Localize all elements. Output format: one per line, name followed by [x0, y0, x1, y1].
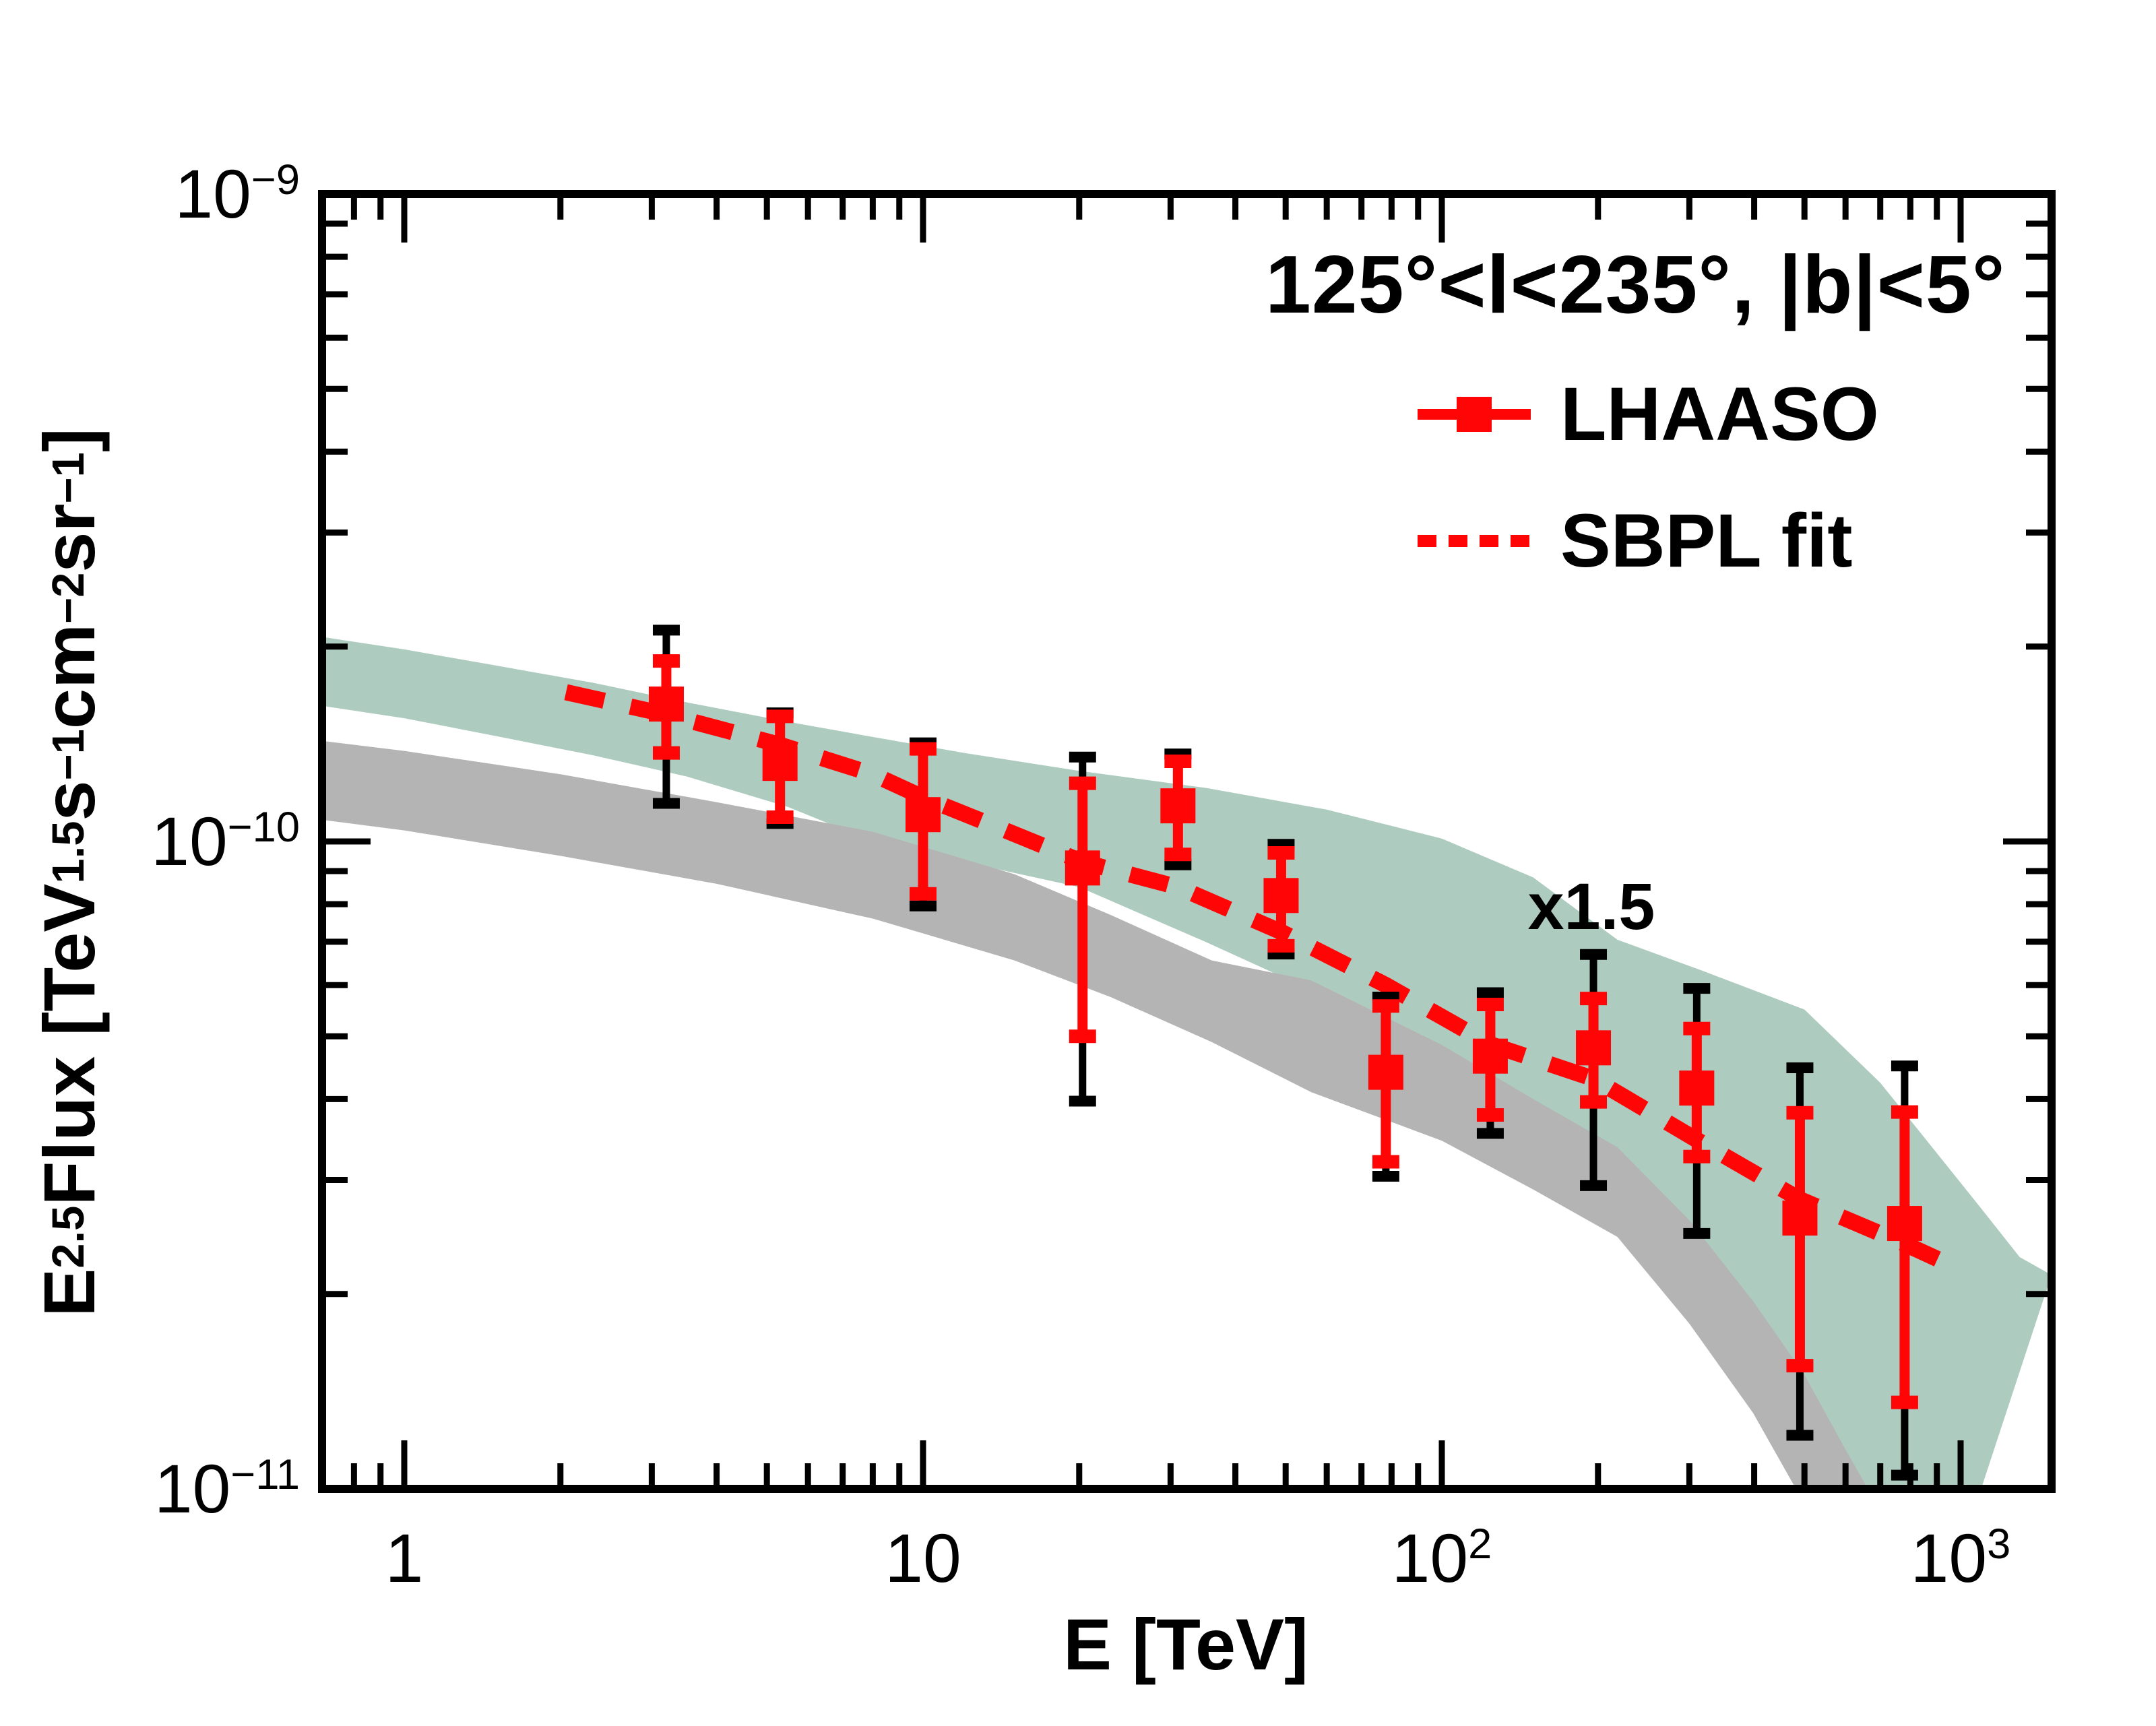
square-marker	[1472, 1038, 1508, 1074]
data-point-2	[762, 707, 798, 829]
model-band	[325, 741, 1866, 1485]
square-marker	[648, 686, 684, 722]
lhaaso-marker-icon	[1418, 397, 1531, 432]
square-marker	[1160, 788, 1196, 824]
x-axis-title: E [TeV]	[1063, 1603, 1309, 1685]
square-marker	[1065, 850, 1100, 886]
y-axis-title-segment: E	[28, 1268, 110, 1317]
square-marker	[762, 746, 798, 781]
x-tick-label: 1	[385, 1520, 424, 1597]
square-marker	[1576, 1030, 1612, 1066]
data-point-7	[1368, 991, 1403, 1182]
sbpl-fit-line	[564, 684, 1948, 1270]
legend-label-lhaaso: LHAASO	[1560, 372, 1879, 456]
sbpl-dashed-line-icon	[1418, 535, 1531, 547]
square-marker	[1679, 1070, 1715, 1106]
data-point-3	[906, 737, 941, 912]
data-point-12	[1886, 1060, 1922, 1481]
data-point-4	[1065, 751, 1100, 1107]
axes-frame	[318, 190, 2056, 1493]
data-point-11	[1782, 1062, 1818, 1441]
lhaaso-data-series	[648, 625, 1922, 1481]
y-tick-label: 10−10	[151, 803, 300, 880]
data-point-10	[1679, 983, 1715, 1239]
data-point-8	[1472, 987, 1508, 1139]
y-axis-title-segment: Flux [TeV	[28, 883, 110, 1206]
y-axis-title-segment: cm	[28, 624, 110, 730]
square-marker	[1263, 878, 1299, 914]
square-marker	[1368, 1054, 1403, 1090]
legend-label-sbpl-fit: SBPL fit	[1560, 499, 1853, 583]
band-scale-annotation: x1.5	[1527, 870, 1655, 943]
y-axis-title-segment: sr	[28, 503, 110, 573]
y-tick-label: 10−11	[154, 1450, 300, 1527]
square-marker	[1886, 1206, 1922, 1242]
legend-item-sbpl-fit: SBPL fit	[1415, 497, 1853, 585]
x-tick-label: 103	[1910, 1520, 2011, 1597]
model-bands	[325, 637, 2048, 1485]
square-marker	[906, 797, 941, 833]
data-point-6	[1263, 839, 1299, 960]
y-tick-label: 10−9	[175, 156, 300, 232]
data-point-5	[1160, 748, 1196, 870]
x-tick-label: 10	[885, 1520, 961, 1597]
data-point-9	[1576, 949, 1612, 1191]
legend-item-lhaaso: LHAASO	[1415, 370, 1879, 459]
y-axis-title-segment: ]	[28, 428, 110, 453]
x-tick-label: 102	[1391, 1520, 1492, 1597]
square-marker	[1782, 1201, 1818, 1236]
data-point-1	[648, 625, 684, 809]
plot-title: 125°<l<235°, |b|<5°	[1265, 238, 2006, 330]
